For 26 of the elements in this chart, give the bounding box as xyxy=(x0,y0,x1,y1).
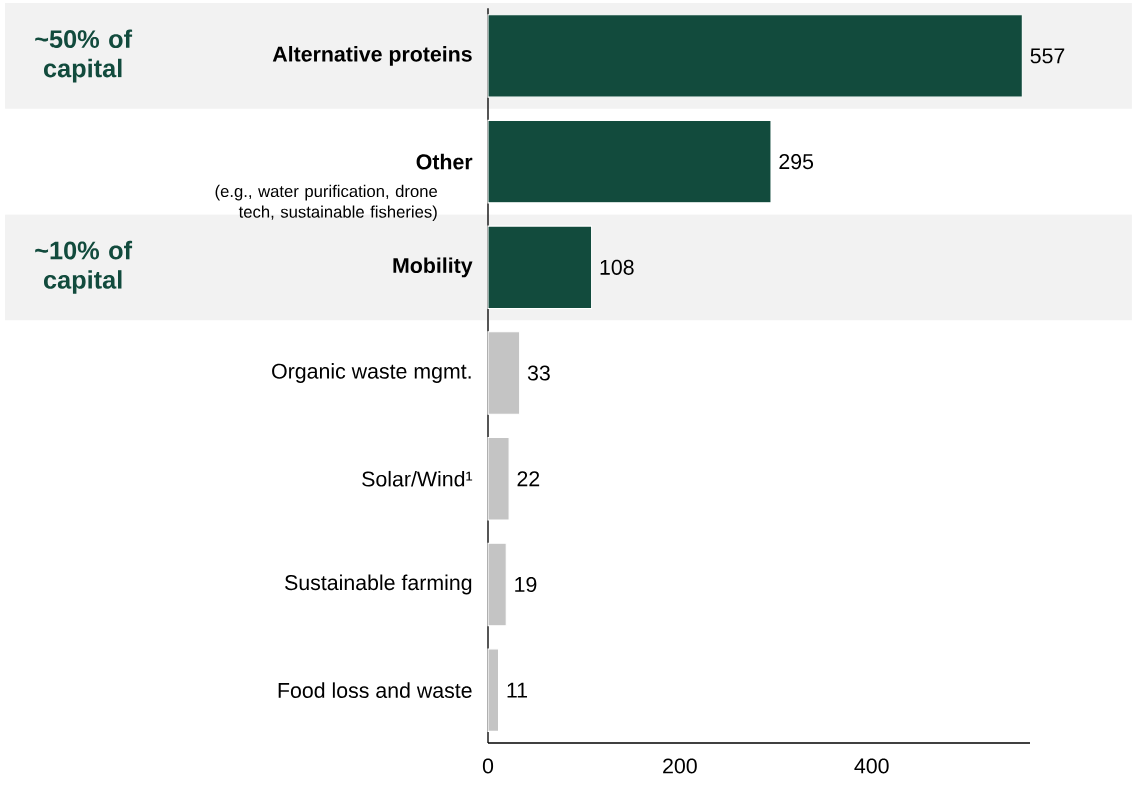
data-label: 11 xyxy=(507,682,528,698)
y-tick-label: Solar/Wind¹ xyxy=(362,470,473,487)
bar xyxy=(487,119,772,204)
y-tick-label: Sustainable farming xyxy=(285,574,472,595)
data-label: 19 xyxy=(515,576,537,592)
y-tick-label: Other xyxy=(416,153,473,170)
data-label: 557 xyxy=(1030,48,1065,64)
bar xyxy=(487,542,507,627)
y-tick-label: Mobility xyxy=(393,257,473,278)
band-label: ~10% of capital xyxy=(35,240,133,294)
data-label: 33 xyxy=(527,365,550,381)
x-tick-label: 200 xyxy=(663,758,697,774)
x-tick-label: 0 xyxy=(482,758,494,774)
data-label: 22 xyxy=(517,471,540,487)
bar xyxy=(487,436,510,521)
text: (e.g., water purification, drone tech, sustainable fisheries) xyxy=(215,184,438,222)
data-label: 295 xyxy=(779,154,814,170)
x-tick-label: 400 xyxy=(854,758,889,774)
bar xyxy=(487,331,521,415)
y-tick-label: Food loss and waste xyxy=(278,682,472,698)
bar xyxy=(487,648,500,732)
data-label: 108 xyxy=(600,259,634,275)
bar xyxy=(487,225,593,310)
y-tick-label: Alternative proteins xyxy=(272,45,472,66)
band-label: ~50% of capital xyxy=(35,29,133,83)
y-tick-label: Organic waste mgmt. xyxy=(272,363,471,383)
